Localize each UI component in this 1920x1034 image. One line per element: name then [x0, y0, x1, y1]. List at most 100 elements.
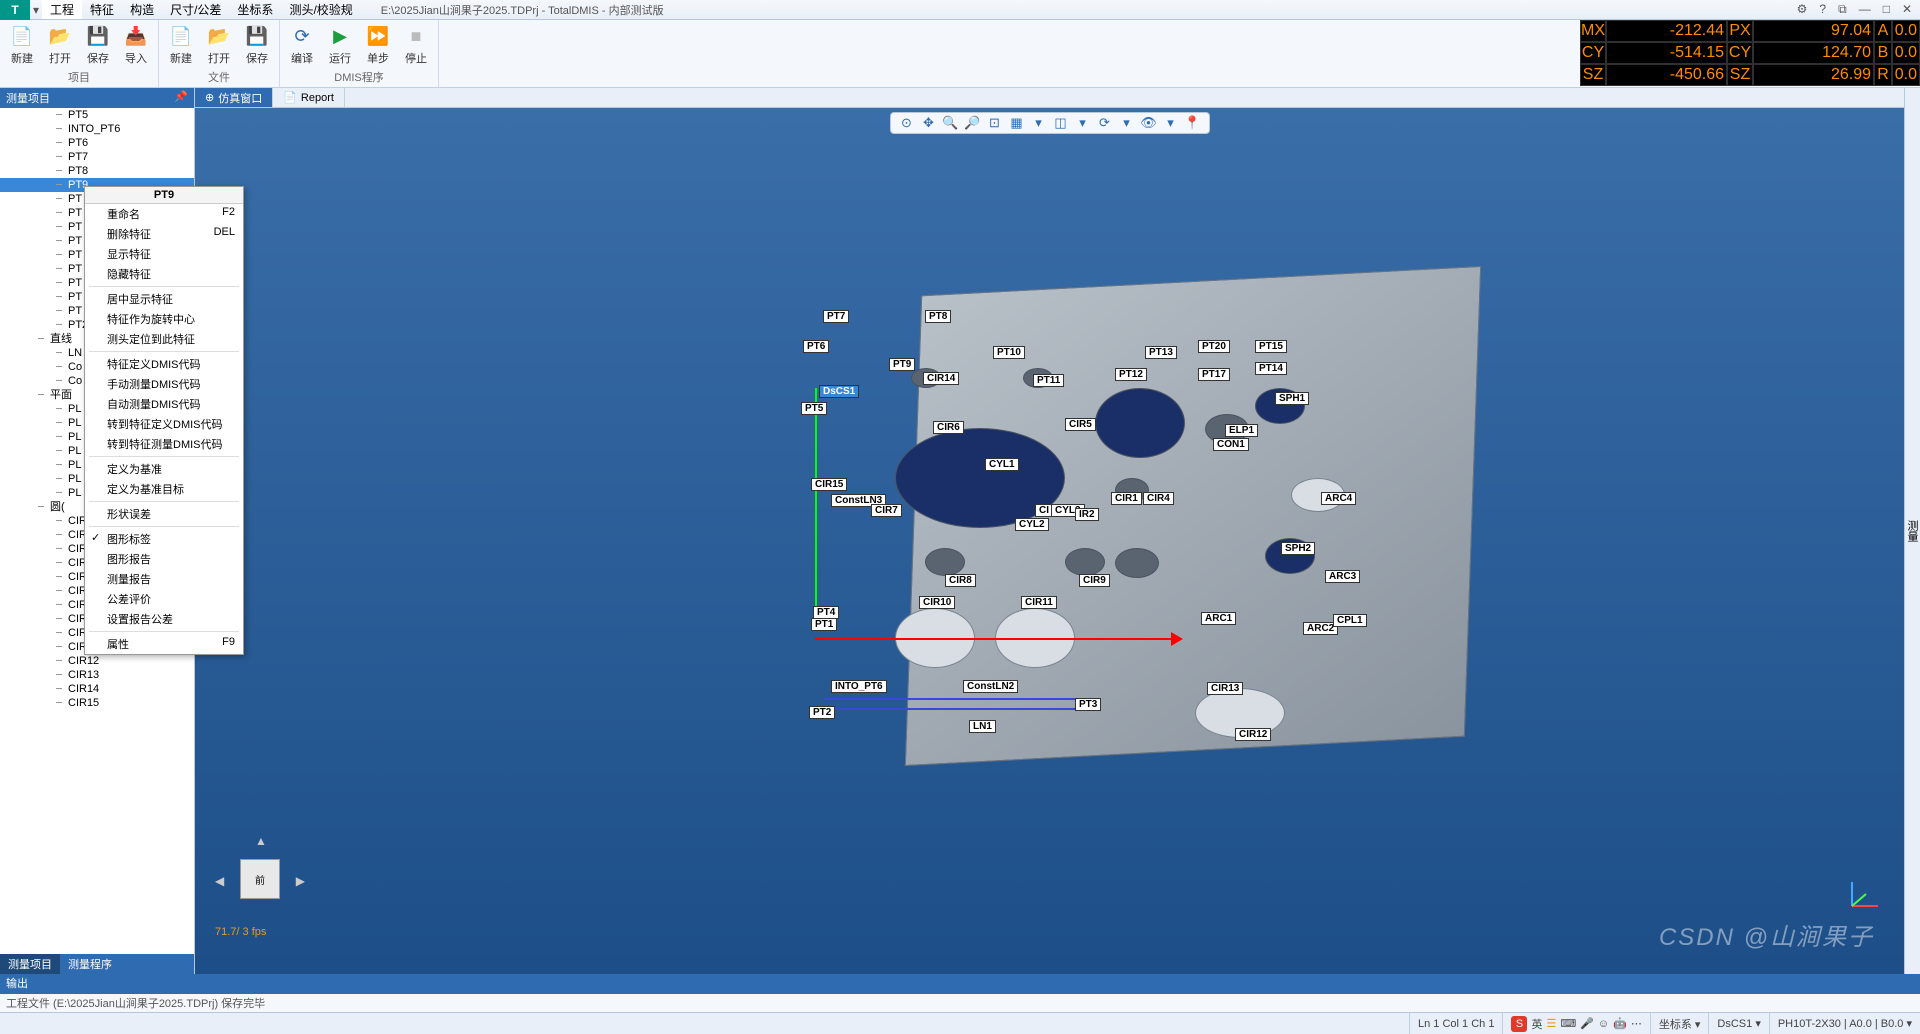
feature-label[interactable]: PT15 [1255, 340, 1287, 353]
settings-icon[interactable]: ⚙ [1797, 2, 1808, 17]
nav-cube[interactable]: ▲ ◀ ▶ 前 [215, 834, 305, 924]
menu-1[interactable]: 特征 [82, 0, 122, 19]
feature-label[interactable]: PT3 [1075, 698, 1101, 711]
feature-label[interactable]: CIR12 [1235, 728, 1271, 741]
vp-tool-icon[interactable]: ▦ [1009, 115, 1025, 131]
feature-label[interactable]: PT20 [1198, 340, 1230, 353]
vp-tab[interactable]: ⊕仿真窗口 [195, 88, 273, 107]
status-seg[interactable]: 坐标系 ▾ [1650, 1013, 1709, 1034]
feature-label[interactable]: ELP1 [1225, 424, 1258, 437]
side-tab-1[interactable]: 测量程序 [60, 954, 120, 974]
ribbon-运行[interactable]: ▶运行 [324, 22, 356, 69]
feature-label[interactable]: SPH1 [1275, 392, 1309, 405]
feature-label[interactable]: PT2 [809, 706, 835, 719]
feature-label[interactable]: SPH2 [1281, 542, 1315, 555]
feature-label[interactable]: ARC4 [1321, 492, 1356, 505]
vp-tool-icon[interactable]: 🔍 [943, 115, 959, 131]
feature-label[interactable]: CIR7 [871, 504, 902, 517]
ctx-item[interactable]: 删除特征DEL [85, 224, 243, 244]
feature-label[interactable]: PT11 [1033, 374, 1064, 387]
vp-tool-icon[interactable]: ▾ [1163, 115, 1179, 131]
ctx-item[interactable]: 定义为基准目标 [85, 479, 243, 499]
feature-label[interactable]: ARC1 [1201, 612, 1236, 625]
ctx-item[interactable]: 手动测量DMIS代码 [85, 374, 243, 394]
vp-tool-icon[interactable]: ▾ [1075, 115, 1091, 131]
ribbon-停止[interactable]: ■停止 [400, 22, 432, 69]
vp-tool-icon[interactable]: ⟳ [1097, 115, 1113, 131]
ribbon-新建[interactable]: 📄新建 [165, 22, 197, 69]
ribbon-导入[interactable]: 📥导入 [120, 22, 152, 69]
ribbon-打开[interactable]: 📂打开 [44, 22, 76, 69]
nav-cube-face[interactable]: 前 [240, 859, 280, 899]
feature-label[interactable]: PT7 [823, 310, 849, 323]
feature-label[interactable]: CIR4 [1143, 492, 1174, 505]
ctx-item[interactable]: 隐藏特征 [85, 264, 243, 284]
tree-item[interactable]: PT7 [0, 150, 194, 164]
tree-item[interactable]: CIR13 [0, 668, 194, 682]
feature-label[interactable]: ARC3 [1325, 570, 1360, 583]
feature-label[interactable]: PT13 [1145, 346, 1177, 359]
vp-tool-icon[interactable]: ▾ [1119, 115, 1135, 131]
ctx-item[interactable]: 设置报告公差 [85, 609, 243, 629]
feature-label[interactable]: CIR9 [1079, 574, 1110, 587]
maximize-icon[interactable]: □ [1883, 2, 1890, 17]
feature-label[interactable]: CIR5 [1065, 418, 1096, 431]
feature-label[interactable]: DsCS1 [819, 385, 859, 398]
ctx-item[interactable]: 重命名F2 [85, 204, 243, 224]
vp-tool-icon[interactable]: 📍 [1185, 115, 1201, 131]
feature-label[interactable]: CIR15 [811, 478, 847, 491]
feature-label[interactable]: CYL2 [1015, 518, 1049, 531]
status-seg[interactable]: DsCS1 ▾ [1708, 1013, 1768, 1034]
ctx-item[interactable]: 特征作为旋转中心 [85, 309, 243, 329]
feature-label[interactable]: ConstLN2 [963, 680, 1018, 693]
ctx-item[interactable]: 转到特征定义DMIS代码 [85, 414, 243, 434]
tree-item[interactable]: PT6 [0, 136, 194, 150]
feature-label[interactable]: PT6 [803, 340, 829, 353]
ctx-item[interactable]: 公差评价 [85, 589, 243, 609]
vp-tab[interactable]: 📄Report [273, 88, 345, 107]
feature-label[interactable]: PT14 [1255, 362, 1287, 375]
feature-label[interactable]: PT5 [801, 402, 827, 415]
ctx-item[interactable]: 转到特征测量DMIS代码 [85, 434, 243, 454]
ctx-item[interactable]: 形状误差 [85, 504, 243, 524]
right-panel-tab[interactable]: 测量 [1904, 88, 1920, 974]
viewport-3d[interactable]: ⊙✥🔍🔎⊡▦▾◫▾⟳▾👁▾📍 PT7PT8PT6PT10PT9PT12PT13P… [195, 108, 1904, 974]
side-tab-0[interactable]: 测量项目 [0, 954, 60, 974]
tree-item[interactable]: CIR14 [0, 682, 194, 696]
feature-label[interactable]: PT9 [889, 358, 915, 371]
ctx-item[interactable]: 特征定义DMIS代码 [85, 354, 243, 374]
ctx-item[interactable]: 测头定位到此特征 [85, 329, 243, 349]
ctx-item[interactable]: 居中显示特征 [85, 289, 243, 309]
feature-label[interactable]: IR2 [1075, 508, 1099, 521]
ctx-item[interactable]: 自动测量DMIS代码 [85, 394, 243, 414]
tree-item[interactable]: CIR15 [0, 696, 194, 710]
feature-label[interactable]: INTO_PT6 [831, 680, 887, 693]
status-ime[interactable]: S 英 ☰ ⌨ 🎤 ☺ 🤖 ⋯ [1502, 1013, 1649, 1034]
ctx-item[interactable]: 图形标签 [85, 529, 243, 549]
vp-tool-icon[interactable]: ✥ [921, 115, 937, 131]
tree-item[interactable]: PT5 [0, 108, 194, 122]
ctx-item[interactable]: 图形报告 [85, 549, 243, 569]
tree-item[interactable]: PT8 [0, 164, 194, 178]
help-icon[interactable]: ? [1819, 2, 1826, 17]
menu-0[interactable]: 工程 [42, 0, 82, 19]
minimize-icon[interactable]: — [1859, 2, 1871, 17]
ctx-item[interactable]: 测量报告 [85, 569, 243, 589]
ctx-item[interactable]: 定义为基准 [85, 459, 243, 479]
feature-label[interactable]: CON1 [1213, 438, 1249, 451]
feature-label[interactable]: LN1 [969, 720, 996, 733]
menu-5[interactable]: 测头/校验规 [281, 0, 360, 19]
feature-label[interactable]: CIR14 [923, 372, 959, 385]
feature-label[interactable]: PT1 [811, 618, 837, 631]
menu-3[interactable]: 尺寸/公差 [162, 0, 229, 19]
feature-label[interactable]: CIR6 [933, 421, 964, 434]
vp-tool-icon[interactable]: ▾ [1031, 115, 1047, 131]
ctx-item[interactable]: 属性F9 [85, 634, 243, 654]
feature-label[interactable]: CPL1 [1333, 614, 1367, 627]
ribbon-保存[interactable]: 💾保存 [241, 22, 273, 69]
ribbon-编译[interactable]: ⟳编译 [286, 22, 318, 69]
feature-label[interactable]: CIR8 [945, 574, 976, 587]
tree-item[interactable]: CIR12 [0, 654, 194, 668]
menu-4[interactable]: 坐标系 [229, 0, 281, 19]
ctx-item[interactable]: 显示特征 [85, 244, 243, 264]
